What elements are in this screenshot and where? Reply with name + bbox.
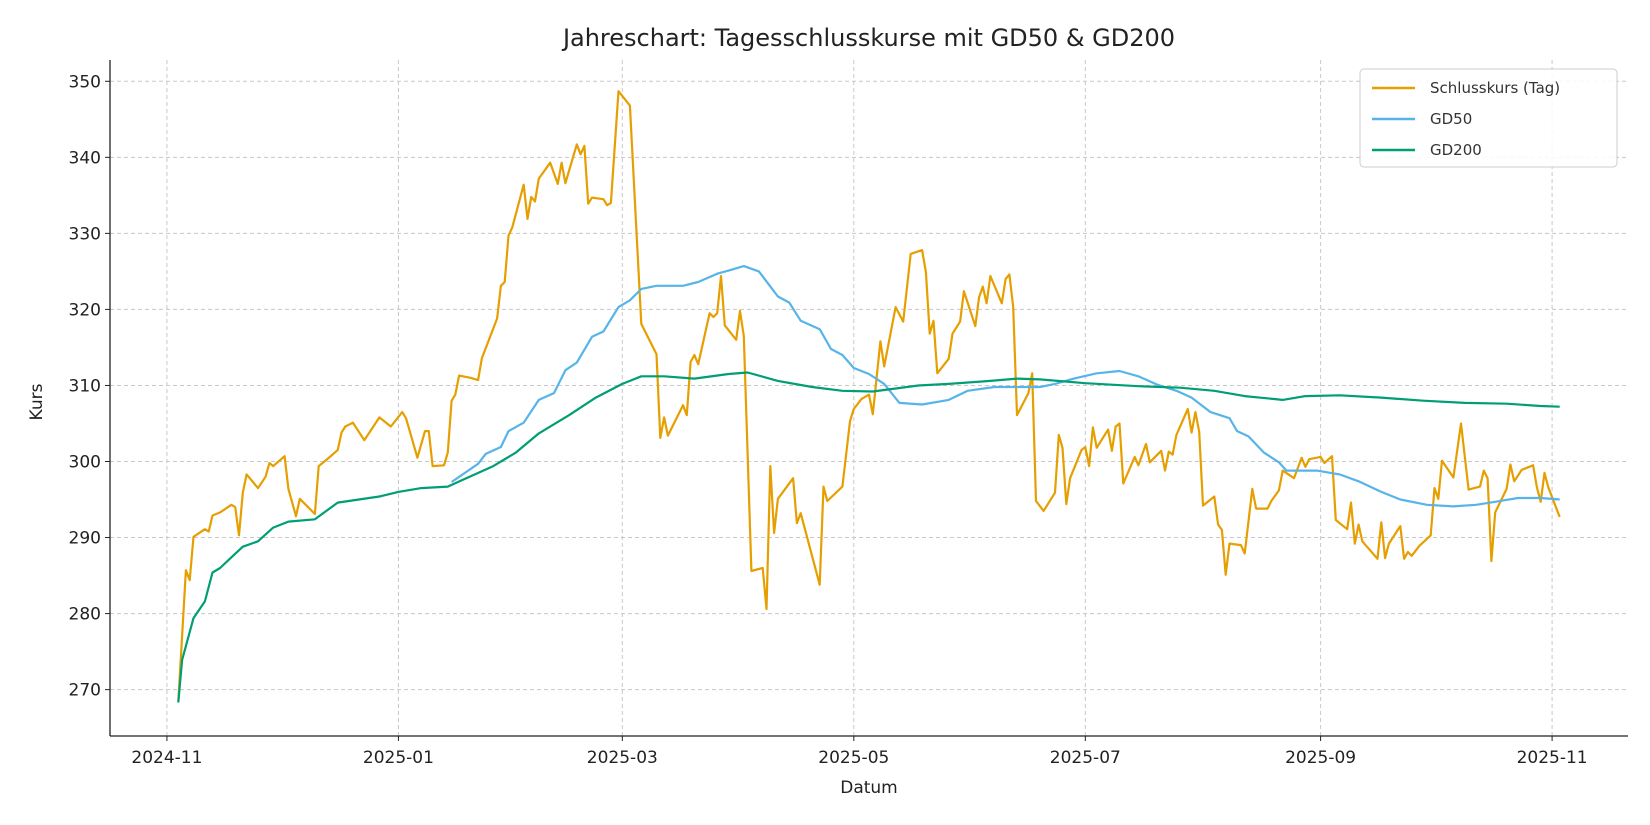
chart-title: Jahreschart: Tagesschlusskurse mit GD50 … (561, 24, 1175, 52)
y-tick-label: 300 (69, 452, 101, 472)
x-tick-label: 2025-11 (1517, 748, 1588, 768)
series-line-gd200 (177, 371, 1560, 703)
y-axis-label: Kurs (27, 383, 47, 420)
y-tick-label: 350 (69, 72, 101, 92)
gridlines (110, 60, 1628, 736)
y-tick-label: 270 (69, 681, 101, 701)
x-tick-label: 2025-07 (1050, 748, 1121, 768)
x-tick-label: 2025-03 (587, 748, 658, 768)
series-lines (177, 90, 1561, 703)
legend-label: GD200 (1430, 141, 1482, 159)
legend: Schlusskurs (Tag) GD50 GD200 (1359, 68, 1618, 168)
x-tick-label: 2025-01 (363, 748, 434, 768)
y-tick-label: 330 (69, 224, 101, 244)
x-tick-label: 2024-11 (131, 748, 202, 768)
x-axis-label: Datum (840, 778, 898, 798)
x-tick-label: 2025-09 (1285, 748, 1356, 768)
y-tick-label: 320 (69, 300, 101, 320)
x-tick-label: 2025-05 (818, 748, 889, 768)
legend-box (1359, 68, 1618, 168)
tick-labels: 270 280 290 300 310 320 330 340 350 2024-11 2025-0… (69, 72, 1588, 768)
legend-label: GD50 (1430, 110, 1472, 128)
y-tick-label: 310 (69, 376, 101, 396)
y-tick-label: 280 (69, 605, 101, 625)
legend-label: Schlusskurs (Tag) (1430, 79, 1560, 97)
y-tick-label: 290 (69, 529, 101, 549)
y-tick-label: 340 (69, 148, 101, 168)
series-line-schlusskurs-tag (177, 90, 1561, 702)
series-line-gd50 (450, 265, 1560, 508)
